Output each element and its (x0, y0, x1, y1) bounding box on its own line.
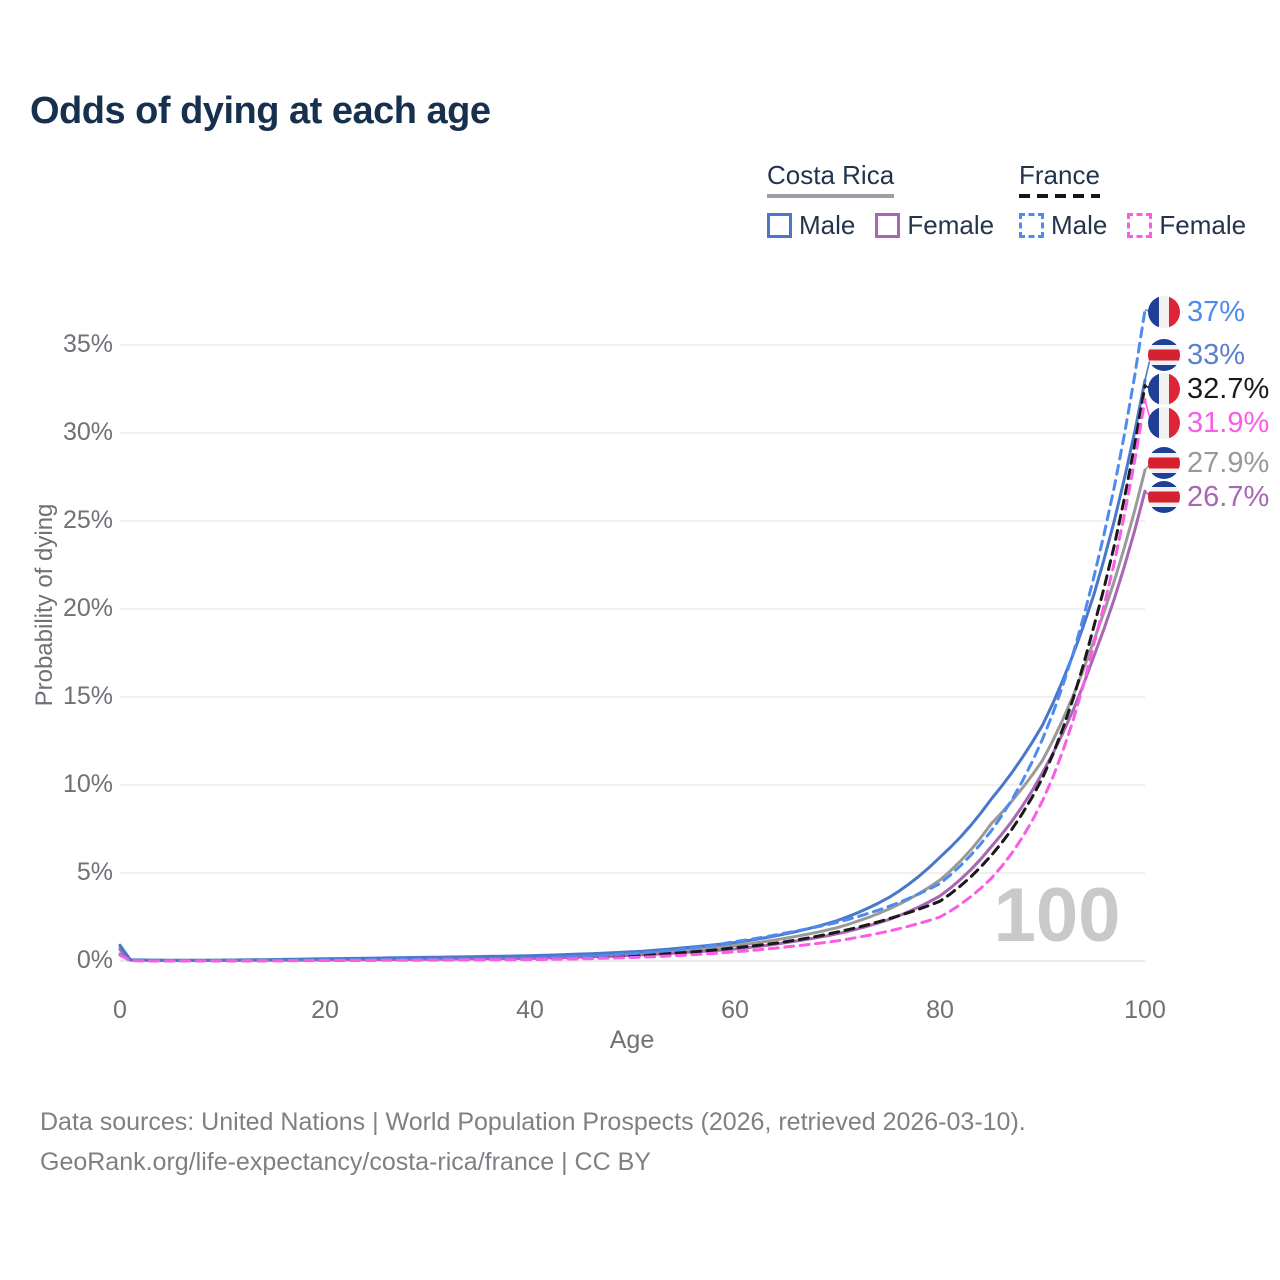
costa-rica-male-swatch (767, 213, 792, 238)
y-tick-5: 5% (76, 858, 113, 886)
series-line-france-both[interactable] (118, 384, 1147, 963)
age-watermark: 100 (994, 873, 1121, 958)
series-line-france-male[interactable] (118, 308, 1147, 963)
end-label-costa-rica-male: 33% (1148, 338, 1245, 372)
series-line-france-female[interactable] (118, 398, 1147, 963)
x-tick-60: 60 (721, 996, 749, 1024)
end-label-france-male: 37% (1148, 295, 1245, 329)
costa-rica-flag-icon (1148, 339, 1180, 371)
end-label-value: 33% (1187, 338, 1246, 371)
costa-rica-flag-icon (1148, 481, 1180, 513)
costa-rica-female-swatch (875, 213, 901, 238)
legend-country-france: France (1019, 160, 1100, 190)
legend-country-costa-rica: Costa Rica (767, 160, 895, 190)
y-tick-30: 30% (62, 418, 113, 446)
legend-item-france-male[interactable]: Male (1019, 210, 1107, 241)
x-tick-0: 0 (113, 996, 127, 1024)
x-tick-40: 40 (516, 996, 544, 1024)
y-tick-25: 25% (62, 506, 113, 534)
end-label-costa-rica-both: 27.9% (1148, 446, 1269, 480)
x-tick-80: 80 (926, 996, 954, 1024)
legend-group-costa-rica: Costa Rica Male Female (767, 160, 1014, 241)
end-label-france-both: 32.7% (1148, 372, 1269, 406)
y-tick-15: 15% (62, 682, 113, 710)
attribution-link[interactable]: GeoRank.org/life-expectancy/costa-rica/f… (40, 1148, 651, 1176)
costa-rica-flag-icon (1148, 447, 1180, 479)
legend-label-female: Female (907, 210, 995, 240)
france-male-swatch (1019, 213, 1044, 238)
end-label-costa-rica-female: 26.7% (1148, 480, 1269, 514)
legend-item-france-female[interactable]: Female (1127, 210, 1246, 241)
x-tick-20: 20 (311, 996, 339, 1024)
end-label-france-female: 31.9% (1148, 406, 1269, 440)
x-axis-title: Age (609, 1026, 655, 1054)
data-source-note: Data sources: United Nations | World Pop… (40, 1108, 1026, 1136)
x-tick-100: 100 (1124, 996, 1166, 1024)
y-tick-0: 0% (76, 946, 113, 974)
legend-label-male: Male (1051, 210, 1108, 240)
legend-label-female: Female (1159, 210, 1247, 240)
end-label-value: 26.7% (1187, 480, 1270, 513)
legend-item-costa-rica-female[interactable]: Female (875, 210, 994, 241)
legend-label-male: Male (799, 210, 856, 240)
y-tick-10: 10% (62, 770, 113, 798)
end-label-value: 32.7% (1187, 372, 1270, 405)
page-title: Odds of dying at each age (30, 90, 491, 132)
legend-item-costa-rica-male[interactable]: Male (767, 210, 855, 241)
france-dashed-line-swatch (1019, 194, 1100, 198)
end-label-value: 31.9% (1187, 406, 1270, 439)
france-flag-icon (1148, 296, 1180, 328)
series-line-costa-rica-female[interactable] (118, 489, 1147, 962)
series-line-costa-rica-both[interactable] (118, 468, 1147, 962)
france-flag-icon (1148, 373, 1180, 405)
costa-rica-solid-line-swatch (767, 194, 895, 198)
y-tick-35: 35% (62, 330, 113, 358)
y-tick-20: 20% (62, 594, 113, 622)
end-label-value: 27.9% (1187, 446, 1270, 479)
france-flag-icon (1148, 407, 1180, 439)
end-label-value: 37% (1187, 295, 1246, 328)
legend-group-france: France Male Female (1019, 160, 1266, 241)
france-female-swatch (1127, 213, 1153, 238)
